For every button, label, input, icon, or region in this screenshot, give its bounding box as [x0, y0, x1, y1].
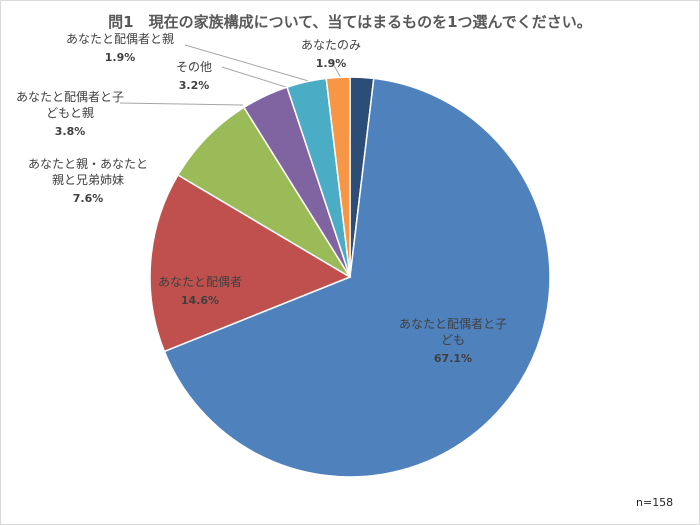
leader-line	[330, 59, 342, 79]
slice-category-label: あなたと配偶者	[158, 275, 242, 289]
slice-category-label: あなたのみ	[301, 38, 361, 52]
leader-line	[119, 102, 244, 106]
slice-category-label: あなたと親・あなたと	[28, 157, 148, 171]
slice-label: あなたと配偶者と親 1.9%	[66, 32, 174, 64]
slice-value-label: 3.2%	[179, 79, 210, 92]
sample-size-note: n=158	[636, 496, 674, 509]
slice-label: あなたと配偶者 14.6%	[158, 275, 242, 307]
slice-category-label: ども	[441, 333, 465, 347]
slice-value-label: 1.9%	[316, 57, 347, 70]
slice-value-label: 67.1%	[434, 352, 472, 365]
pie-slice	[325, 76, 351, 278]
slice-category-label: 親と兄弟姉妹	[52, 172, 124, 187]
slice-value-label: 3.8%	[55, 125, 86, 138]
pie-slice	[149, 173, 352, 353]
slice-label: あなたのみ 1.9%	[301, 38, 361, 70]
slice-category-label: どもと親	[46, 106, 94, 120]
leader-line	[221, 66, 290, 89]
slice-category-label: あなたと配偶者と子	[16, 90, 124, 104]
leader-line	[184, 44, 313, 83]
slice-category-label: あなたと配偶者と親	[66, 32, 174, 46]
slice-label: その他 3.2%	[176, 60, 212, 92]
slice-value-label: 14.6%	[181, 294, 219, 307]
slice-category-label: あなたと配偶者と子	[399, 317, 507, 331]
pie-slice	[163, 77, 551, 478]
slice-value-label: 7.6%	[73, 192, 104, 205]
slice-category-label: その他	[176, 60, 212, 74]
chart-title: 問1 現在の家族構成について、当てはまるものを1つ選んでください。	[108, 13, 592, 31]
pie-slice	[176, 106, 351, 278]
slice-value-label: 1.9%	[105, 51, 136, 64]
